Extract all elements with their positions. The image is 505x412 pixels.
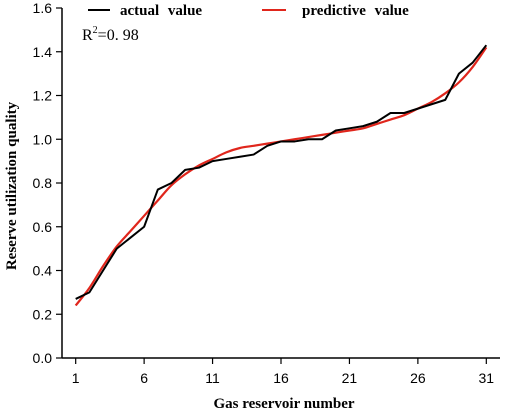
series-line-predictive (74, 46, 488, 307)
r-squared-superscript: 2 (93, 25, 98, 36)
y-tick-label: 1.6 (33, 0, 53, 16)
legend-label-predictive: predictive value (302, 3, 409, 19)
x-axis-title: Gas reservoir number (213, 396, 354, 412)
series-line-actual (75, 44, 488, 300)
x-axis-ticks: 1 6 11 16 21 26 31 (72, 358, 495, 386)
r-squared-annotation: R2=0. 98 (82, 25, 139, 44)
legend: actual value predictive value (88, 3, 409, 19)
x-tick-label: 11 (205, 370, 220, 386)
x-tick-label: 6 (140, 370, 148, 386)
y-tick-label: 1.4 (33, 44, 53, 60)
r-squared-value: =0. 98 (98, 27, 139, 44)
legend-label-actual: actual value (120, 3, 202, 19)
series-layer (74, 44, 488, 307)
y-tick-label: 0.0 (33, 350, 53, 366)
x-tick-label: 31 (479, 370, 495, 386)
axes (61, 8, 500, 359)
y-tick-label: 0.8 (33, 175, 53, 191)
y-axis-title: Reserve utilization quality (4, 101, 20, 270)
y-tick-label: 0.2 (33, 306, 53, 322)
x-tick-label: 26 (410, 370, 426, 386)
y-tick-label: 0.4 (33, 263, 53, 279)
x-tick-label: 1 (72, 370, 80, 386)
y-tick-label: 0.6 (33, 219, 53, 235)
x-tick-label: 16 (273, 370, 289, 386)
y-axis-ticks: 0.0 0.2 0.4 0.6 0.8 1.0 1.2 1.4 1.6 (33, 0, 62, 366)
y-tick-label: 1.0 (33, 131, 53, 147)
x-tick-label: 21 (342, 370, 358, 386)
y-tick-label: 1.2 (33, 88, 53, 104)
r-squared-base: R (82, 27, 93, 44)
